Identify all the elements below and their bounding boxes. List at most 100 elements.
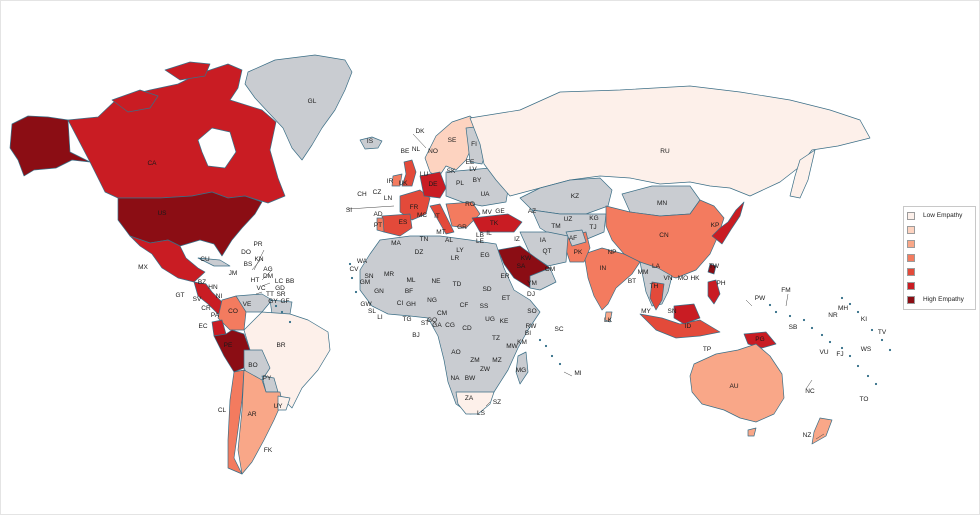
leader-line <box>412 133 427 149</box>
country-label-gf: GF <box>280 298 289 305</box>
country-label-mc: MC <box>417 212 427 219</box>
country-label-tz: TZ <box>492 335 500 342</box>
country-ireland <box>391 173 403 187</box>
country-label-id: ID <box>685 323 692 330</box>
island-marker <box>828 340 832 344</box>
legend-high-label: High Empathy <box>923 296 964 303</box>
leader-line <box>563 371 573 377</box>
country-label-sd: SD <box>482 286 491 293</box>
country-label-nc: NC <box>805 388 815 395</box>
country-greenland <box>244 54 353 161</box>
country-label-tm: TM <box>551 223 560 230</box>
island-marker <box>802 318 806 322</box>
country-label-to: TO <box>860 396 869 403</box>
label-leader-lines <box>251 133 825 440</box>
leader-line <box>745 299 753 307</box>
country-label-tw: TW <box>709 263 720 270</box>
country-tasmania <box>747 427 757 437</box>
country-label-ni: NI <box>216 293 223 300</box>
country-australia <box>689 343 785 423</box>
country-label-sc: SC <box>554 326 563 333</box>
country-cuba <box>197 257 231 267</box>
country-label-ro: RO <box>465 201 475 208</box>
country-label-ca: CA <box>147 160 157 167</box>
country-germany <box>419 171 447 199</box>
country-label-ci: CI <box>397 300 404 307</box>
island-marker <box>788 314 792 318</box>
country-label-in: IN <box>600 265 607 272</box>
country-label-si: SI <box>346 207 352 214</box>
country-label-mw: MW <box>506 343 518 350</box>
country-canada-islands <box>111 61 211 113</box>
country-label-mv: MV <box>482 209 492 216</box>
country-label-ym: YM <box>527 280 537 287</box>
country-turkey <box>471 213 523 233</box>
island-marker <box>856 364 860 368</box>
country-label-np: NP <box>607 249 616 256</box>
island-marker <box>870 328 874 332</box>
island-marker <box>840 346 844 350</box>
legend-swatch <box>907 253 915 262</box>
country-label-ne: NE <box>431 278 441 285</box>
country-borneo <box>673 303 701 325</box>
country-label-kp: KP <box>711 222 720 229</box>
country-label-kg: KG <box>589 215 598 222</box>
country-label-dm: DM <box>263 273 273 280</box>
country-label-be: BE <box>401 148 410 155</box>
country-alaska <box>9 115 91 177</box>
country-iceland <box>359 136 383 150</box>
island-marker <box>888 348 892 352</box>
country-label-ng: NG <box>427 297 437 304</box>
country-label-pk: PK <box>574 249 583 256</box>
country-label-uk: UK <box>398 180 408 187</box>
island-marker <box>774 310 778 314</box>
island-marker <box>848 354 852 358</box>
country-label-bo: BO <box>248 362 257 369</box>
country-label-lr: LR <box>451 255 460 262</box>
country-label-cd: CD <box>462 325 472 332</box>
country-label-kn: KN <box>254 256 263 263</box>
country-label-ss: SS <box>480 303 489 310</box>
country-madagascar <box>515 351 529 385</box>
country-label-sz: SZ <box>493 399 501 406</box>
country-label-pe: PE <box>224 342 233 349</box>
island-marker <box>880 338 884 342</box>
country-label-bf: BF <box>405 288 413 295</box>
country-label-cn: CN <box>659 232 669 239</box>
country-label-er: ER <box>500 273 509 280</box>
country-label-lu: LU <box>420 171 429 178</box>
country-label-gt: GT <box>175 292 184 299</box>
island-marker <box>810 326 814 330</box>
country-label-tk: TK <box>490 220 499 227</box>
country-label-ao: AO <box>451 349 460 356</box>
country-label-ke: KE <box>500 318 509 325</box>
country-label-ht: HT <box>251 277 260 284</box>
country-label-gd: GD <box>275 285 285 292</box>
country-label-td: TD <box>453 281 462 288</box>
country-label-om: OM <box>545 266 555 273</box>
country-label-de: DE <box>428 181 438 188</box>
country-thailand <box>649 281 665 311</box>
country-label-cu: CU <box>200 256 210 263</box>
country-label-gn: GN <box>374 288 384 295</box>
country-label-bj: BJ <box>412 332 420 339</box>
country-kamchatka <box>789 149 816 199</box>
legend-item <box>907 224 915 235</box>
legend-swatch <box>907 267 915 276</box>
country-label-kw: KW <box>521 255 532 262</box>
country-label-cg: CG <box>445 322 455 329</box>
country-philippines <box>707 279 721 305</box>
island-marker <box>558 362 562 366</box>
country-label-fm: FM <box>781 287 790 294</box>
country-korea-japan <box>711 201 745 245</box>
country-label-gq: GQ <box>427 317 437 324</box>
country-label-br: BR <box>276 342 285 349</box>
country-label-mo: MO <box>678 275 688 282</box>
country-label-gy: GY <box>268 298 278 305</box>
country-label-mt: MT <box>436 229 445 236</box>
country-label-ug: UG <box>485 316 495 323</box>
island-marker <box>354 290 358 294</box>
country-uk <box>401 159 417 187</box>
country-label-nr: NR <box>828 312 838 319</box>
